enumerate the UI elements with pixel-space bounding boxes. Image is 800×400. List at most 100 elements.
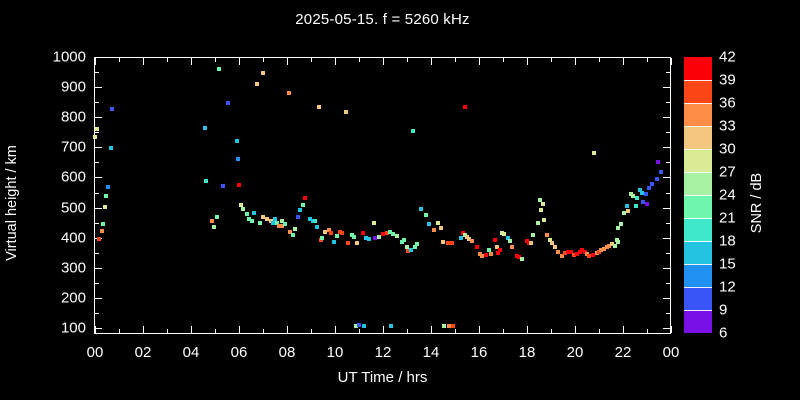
tick-mark: [239, 326, 240, 333]
tick-mark: [95, 162, 99, 163]
tick-mark: [647, 329, 648, 333]
data-point: [535, 221, 540, 226]
colorbar-segment: [684, 310, 712, 333]
data-point: [549, 240, 554, 245]
tick-mark: [663, 57, 670, 58]
data-point: [384, 231, 389, 236]
colorbar-segment: [684, 195, 712, 218]
y-tick-label: 800: [60, 108, 86, 126]
data-point: [565, 249, 570, 254]
colorbar-tick-label: 15: [719, 255, 736, 273]
data-point: [585, 251, 589, 256]
tick-mark: [663, 87, 670, 88]
data-point: [322, 229, 327, 234]
data-point: [635, 195, 640, 200]
tick-mark: [431, 58, 432, 65]
data-point: [327, 228, 332, 233]
colorbar-tick-label: 30: [719, 140, 736, 158]
data-point: [423, 213, 428, 218]
data-point: [438, 225, 443, 230]
data-point: [404, 244, 409, 249]
data-point: [209, 219, 214, 224]
data-point: [273, 217, 277, 222]
tick-mark: [407, 329, 408, 333]
tick-mark: [663, 117, 670, 118]
data-point: [539, 207, 544, 212]
data-point: [320, 236, 325, 241]
data-point: [412, 244, 417, 249]
data-point: [94, 127, 99, 132]
x-tick-label: 04: [182, 344, 200, 361]
data-point: [270, 220, 275, 225]
colorbar-segment: [684, 218, 712, 241]
tick-mark: [95, 208, 102, 209]
data-point: [542, 217, 547, 222]
tick-mark: [95, 87, 102, 88]
data-point: [631, 194, 636, 199]
y-tick-label: 700: [60, 138, 86, 156]
data-point: [283, 221, 288, 226]
data-point: [591, 253, 596, 258]
data-point: [260, 70, 265, 75]
tick-mark: [479, 58, 480, 65]
tick-mark: [671, 58, 672, 65]
data-point: [562, 251, 567, 256]
data-point: [594, 251, 599, 256]
data-point: [637, 188, 642, 193]
data-point: [540, 201, 545, 206]
colorbar-segment: [684, 103, 712, 126]
data-point: [526, 240, 531, 245]
tick-mark: [623, 326, 624, 333]
data-point: [633, 204, 638, 209]
data-point: [234, 139, 239, 143]
colorbar-tick-label: 36: [719, 94, 736, 112]
tick-mark: [359, 58, 360, 62]
colorbar-separator: [684, 126, 712, 127]
tick-mark: [671, 326, 672, 333]
data-point: [654, 177, 659, 182]
data-point: [556, 249, 561, 254]
colorbar-segment: [684, 287, 712, 310]
data-point: [258, 220, 263, 225]
data-point: [344, 109, 349, 114]
tick-mark: [663, 328, 670, 329]
tick-mark: [215, 58, 216, 62]
colorbar-separator: [684, 218, 712, 219]
data-point: [346, 240, 351, 245]
x-tick-label: 00: [662, 344, 680, 361]
y-axis-title: Virtual height / km: [4, 145, 20, 261]
tick-mark: [95, 72, 99, 73]
data-point: [202, 126, 207, 131]
data-point: [624, 204, 629, 209]
data-point: [604, 245, 609, 250]
y-tick-label: 1000: [52, 48, 86, 66]
data-point: [469, 238, 474, 243]
data-point: [100, 222, 105, 227]
data-point: [109, 145, 114, 150]
tick-mark: [663, 238, 670, 239]
tick-mark: [383, 58, 384, 65]
data-point: [381, 232, 385, 237]
data-point: [644, 201, 649, 206]
tick-mark: [647, 58, 648, 62]
tick-mark: [95, 177, 102, 178]
colorbar-segment: [684, 241, 712, 264]
colorbar-segment: [684, 172, 712, 195]
colorbar-tick-label: 9: [719, 301, 728, 319]
data-point: [599, 248, 604, 252]
data-point: [436, 220, 441, 225]
data-point: [489, 251, 493, 256]
colorbar-segment: [684, 149, 712, 172]
colorbar-tick-label: 27: [719, 163, 736, 181]
data-point: [212, 225, 217, 230]
y-tick-label: 100: [60, 319, 86, 337]
data-point: [568, 250, 573, 255]
tick-mark: [287, 326, 288, 333]
colorbar-tick-label: 39: [719, 71, 736, 89]
tick-mark: [663, 298, 670, 299]
colorbar-segment: [684, 126, 712, 149]
chart-title: 2025-05-15. f = 5260 kHz: [295, 11, 470, 28]
tick-mark: [407, 58, 408, 62]
data-point: [524, 238, 529, 243]
plot-frame: [94, 57, 671, 334]
